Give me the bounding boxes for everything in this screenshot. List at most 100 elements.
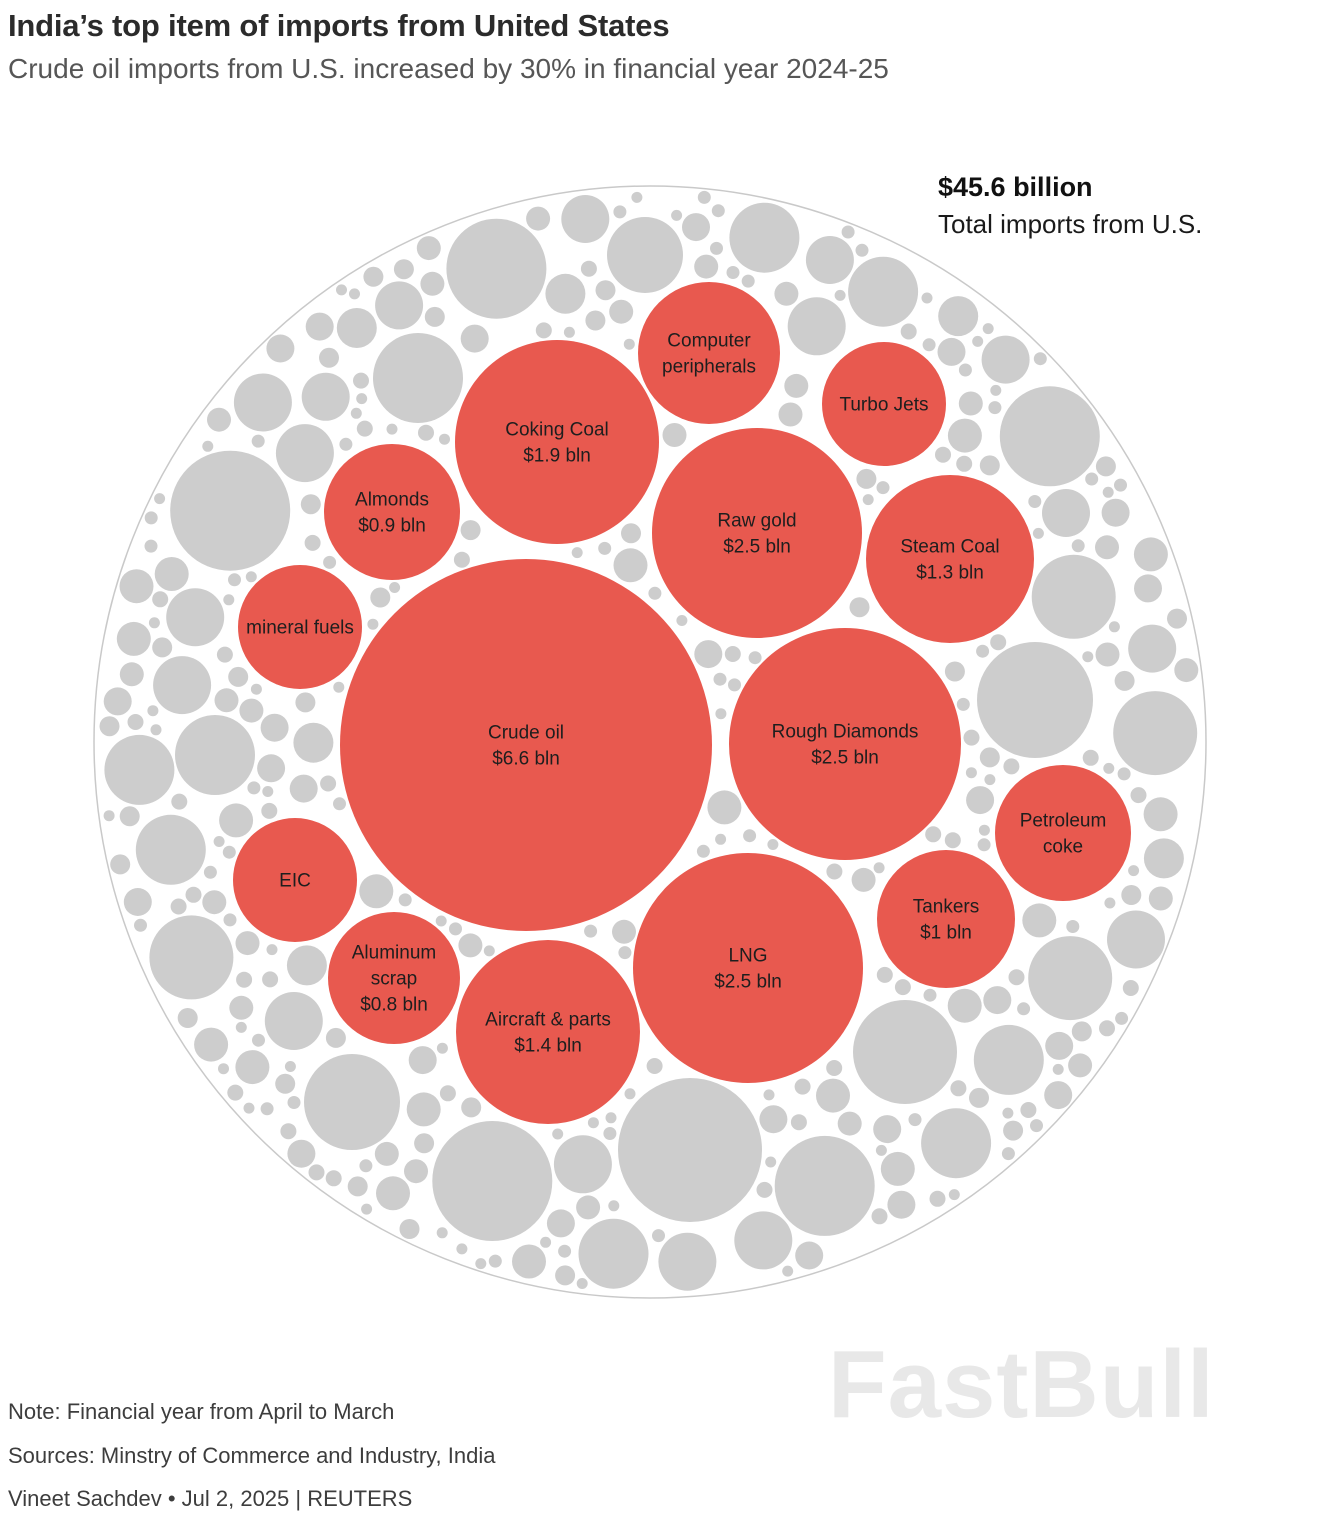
bubble-label-raw-gold: Raw gold $2.5 bln xyxy=(717,511,796,558)
filler-circle xyxy=(540,1236,552,1248)
filler-circle xyxy=(694,640,723,669)
filler-circle xyxy=(662,423,687,447)
filler-circle xyxy=(765,1156,777,1168)
filler-circle xyxy=(983,986,1012,1015)
filler-circle xyxy=(947,988,982,1023)
bubble-label-aircraft-parts: Aircraft & parts $1.4 bln xyxy=(485,1010,611,1057)
filler-circle xyxy=(841,225,855,239)
filler-circle xyxy=(862,494,874,506)
bubble-almonds xyxy=(324,444,460,580)
filler-circle xyxy=(609,299,634,324)
filler-circle xyxy=(726,266,740,279)
filler-circle xyxy=(374,1141,399,1166)
filler-circle xyxy=(1128,865,1140,877)
filler-circle xyxy=(978,824,990,836)
filler-circle xyxy=(1095,456,1116,477)
filler-circle xyxy=(213,836,225,847)
filler-circle xyxy=(1008,969,1025,986)
filler-circle xyxy=(585,310,606,331)
filler-circle xyxy=(144,511,158,525)
filler-circle xyxy=(958,391,983,416)
filler-circle xyxy=(682,213,710,242)
filler-circle xyxy=(571,547,583,559)
filler-circle xyxy=(1148,886,1173,911)
filler-circle xyxy=(305,312,334,341)
filler-circle xyxy=(921,1108,992,1179)
bubble-steam-coal xyxy=(866,475,1034,643)
filler-circle xyxy=(711,204,725,218)
filler-circle xyxy=(1020,1102,1037,1118)
filler-circle xyxy=(1095,642,1120,667)
filler-circle xyxy=(435,915,447,927)
filler-circle xyxy=(257,754,286,783)
filler-circle xyxy=(203,865,217,879)
filler-circle xyxy=(386,423,398,435)
filler-circle xyxy=(580,260,597,277)
filler-circle xyxy=(894,979,911,996)
filler-circle xyxy=(284,1061,296,1072)
filler-circle xyxy=(767,839,779,850)
filler-circle xyxy=(826,863,843,880)
filler-circle xyxy=(576,1195,601,1220)
header: India’s top item of imports from United … xyxy=(8,8,889,85)
filler-circle xyxy=(460,520,481,541)
filler-circle xyxy=(439,433,450,445)
filler-circle xyxy=(325,1170,342,1187)
filler-circle xyxy=(671,209,683,221)
filler-circle xyxy=(621,523,641,544)
filler-circle xyxy=(558,1244,572,1258)
chart-title: India’s top item of imports from United … xyxy=(8,8,670,43)
filler-circle xyxy=(207,407,231,432)
filler-circle xyxy=(236,971,253,988)
filler-circle xyxy=(1066,920,1080,933)
filler-circle xyxy=(546,1209,575,1238)
filler-circle xyxy=(972,335,984,347)
filler-circle xyxy=(119,569,154,604)
filler-circle xyxy=(871,1208,888,1225)
bubble-label-turbo-jets: Turbo Jets xyxy=(839,395,928,416)
filler-circle xyxy=(1121,885,1142,905)
filler-circle xyxy=(228,573,241,587)
filler-circle xyxy=(214,688,239,713)
filler-circle xyxy=(778,402,803,427)
filler-circle xyxy=(734,1211,793,1270)
filler-circle xyxy=(613,548,648,583)
filler-circle xyxy=(262,786,274,797)
filler-circle xyxy=(697,190,711,204)
filler-circle xyxy=(900,323,917,340)
filler-circle xyxy=(965,767,977,779)
filler-circle xyxy=(239,698,264,723)
filler-circle xyxy=(261,802,278,819)
filler-circle xyxy=(308,1164,325,1181)
filler-circle xyxy=(177,1008,198,1028)
filler-circle xyxy=(729,202,800,273)
filler-circle xyxy=(990,634,1007,651)
filler-circle xyxy=(618,1078,762,1222)
filler-circle xyxy=(170,898,187,915)
filler-circle xyxy=(418,424,434,441)
filler-circle xyxy=(618,946,632,960)
filler-circle xyxy=(1028,936,1113,1021)
filler-circle xyxy=(923,988,937,1002)
filler-circle xyxy=(432,1121,553,1241)
filler-circle xyxy=(436,1042,448,1054)
bubble-mineral-fuels xyxy=(238,565,362,689)
filler-circle xyxy=(1001,1147,1015,1161)
filler-circle xyxy=(979,747,1000,768)
filler-circle xyxy=(154,493,166,505)
filler-circle xyxy=(1099,1020,1115,1037)
filler-circle xyxy=(922,338,936,352)
filler-circle xyxy=(1103,762,1115,774)
filler-circle xyxy=(393,259,414,280)
filler-circle xyxy=(782,1265,794,1277)
filler-circle xyxy=(1044,1081,1073,1110)
filler-circle xyxy=(99,716,120,737)
filler-circle xyxy=(950,1080,967,1097)
filler-circle xyxy=(999,386,1100,487)
filler-circle xyxy=(984,774,996,786)
bubble-label-crude-oil: Crude oil $6.6 bln xyxy=(488,723,564,770)
filler-circle xyxy=(336,284,347,296)
filler-circle xyxy=(153,656,212,715)
filler-circle xyxy=(849,597,870,618)
filler-circle xyxy=(103,687,132,716)
